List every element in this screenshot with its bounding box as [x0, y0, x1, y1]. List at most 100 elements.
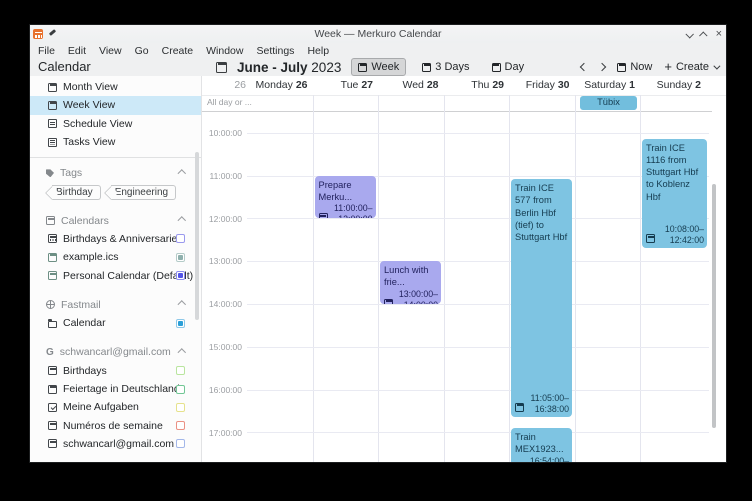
calendar-icon	[48, 421, 57, 431]
hour-grid[interactable]: 10:00:00 11:00:00 12:00:00 13:00:00 14:0…	[202, 111, 726, 462]
task-check-icon	[48, 402, 57, 412]
event-lunch-with-friends[interactable]: Lunch with frie... 13:00:00–14:00:00	[380, 261, 441, 304]
close-button[interactable]: ×	[715, 28, 722, 40]
sidebar-item-schedule-view[interactable]: Schedule View	[30, 115, 201, 133]
calendar-row-example-ics[interactable]: example.ics	[30, 248, 201, 266]
event-train-ice-1116[interactable]: Train ICE 1116 from Stuttgart Hbf to Kob…	[642, 138, 707, 249]
tags-section-header[interactable]: Tags	[30, 164, 201, 182]
calendar-page-icon[interactable]	[216, 61, 227, 73]
week-view-button[interactable]: Week	[351, 58, 407, 76]
calendar-checkbox[interactable]	[176, 384, 185, 394]
calendar-checkbox[interactable]	[176, 318, 185, 328]
event-train-ice-577[interactable]: Train ICE 577 from Berlin Hbf (tief) to …	[511, 179, 572, 417]
sidebar-item-month-view[interactable]: Month View	[30, 78, 201, 96]
previous-week-button[interactable]	[580, 61, 589, 73]
calendar-row-personal-calendar[interactable]: Personal Calendar (Default)	[30, 266, 201, 284]
chevron-up-icon[interactable]	[177, 300, 186, 309]
menu-view[interactable]: View	[99, 44, 122, 57]
calendar-icon	[48, 82, 57, 92]
calendar-checkbox[interactable]	[176, 439, 185, 449]
event-train-mex1923[interactable]: Train MEX1923... 16:54:00–17:53:00	[511, 428, 572, 462]
minimize-button[interactable]	[685, 25, 694, 43]
globe-icon	[46, 300, 55, 310]
chevron-down-icon	[713, 62, 721, 70]
sidebar-scrollbar[interactable]	[195, 152, 199, 320]
menu-go[interactable]: Go	[134, 44, 149, 57]
week-number: 26	[234, 79, 246, 91]
time-label: 11:00:00	[209, 170, 242, 181]
menu-file[interactable]: File	[38, 44, 55, 57]
menu-create[interactable]: Create	[161, 44, 194, 57]
chevron-up-icon[interactable]	[177, 169, 186, 178]
day-header-monday: Monday 26	[255, 79, 308, 91]
calendar-checkbox[interactable]	[176, 271, 185, 281]
google-g-icon: G	[46, 346, 54, 358]
divider	[30, 157, 201, 159]
time-label: 13:00:00	[208, 256, 242, 267]
sidebar-item-tasks-view[interactable]: Tasks View	[30, 133, 201, 151]
menu-window[interactable]: Window	[206, 44, 244, 57]
week-grid: 26 Monday 26 Tue 27 Wed 28 Thu 29 Friday…	[202, 76, 726, 462]
all-day-row: All day or ... Tübix	[202, 95, 712, 112]
calendar-icon	[48, 252, 57, 262]
calendar-checkbox[interactable]	[176, 421, 185, 431]
tag-chip-engineering[interactable]: Engineering	[110, 185, 177, 201]
toolbar: Calendar June - July 2023 Week 3 Days Da…	[30, 58, 726, 77]
sidebar: Month View Week View Schedule View Tasks…	[30, 76, 202, 462]
calendar-row-fastmail-calendar[interactable]: Calendar	[30, 314, 201, 332]
fastmail-section-header[interactable]: Fastmail	[30, 296, 201, 314]
chevron-up-icon[interactable]	[177, 216, 186, 225]
now-calendar-icon	[617, 62, 627, 72]
time-label: 17:00:00	[208, 427, 242, 438]
calendar-row-numeros-de-semaine[interactable]: Numéros de semaine	[30, 416, 201, 434]
event-tubix[interactable]: Tübix	[580, 96, 637, 110]
birthday-calendar-icon	[48, 234, 57, 244]
chevron-up-icon[interactable]	[177, 348, 186, 357]
tag-chip-birthday[interactable]: Birthday	[52, 185, 101, 201]
calendar-checkbox[interactable]	[176, 366, 185, 376]
app-icon	[33, 29, 43, 39]
calendar-icon	[46, 216, 55, 226]
calendar-row-gmail-account[interactable]: schwancarl@gmail.com	[30, 435, 201, 453]
day-header-thursday: Thu 29	[471, 79, 504, 91]
day-header-sunday: Sunday 2	[656, 79, 701, 91]
event-prepare-merkuro[interactable]: Prepare Merku... 11:00:00–12:00:00	[314, 175, 376, 219]
create-button[interactable]: + Create	[664, 59, 721, 74]
date-range: June - July 2023	[237, 59, 342, 75]
calendar-icon	[48, 366, 57, 376]
calendar-row-gmail-birthdays[interactable]: Birthdays	[30, 362, 201, 380]
gmail-section-header[interactable]: G schwancarl@gmail.com	[30, 343, 201, 361]
window-title: Week — Merkuro Calendar	[314, 28, 442, 40]
now-button[interactable]: Now	[617, 61, 652, 73]
three-days-icon	[422, 62, 432, 72]
tag-icon	[46, 169, 54, 178]
titlebar[interactable]: Week — Merkuro Calendar ×	[30, 25, 726, 44]
calendar-checkbox[interactable]	[176, 402, 185, 412]
calendar-checkbox[interactable]	[176, 234, 185, 244]
all-day-label: All day or ...	[207, 97, 252, 107]
day-header-tuesday: Tue 27	[340, 79, 373, 91]
day-header-friday: Friday 30	[525, 79, 570, 91]
vertical-scrollbar[interactable]	[711, 184, 716, 428]
maximize-button[interactable]	[698, 25, 708, 43]
sidebar-title: Calendar	[38, 59, 91, 74]
calendar-row-birthdays-anniversaries[interactable]: Birthdays & Anniversaries	[30, 230, 201, 248]
next-week-button[interactable]	[598, 61, 607, 73]
merkuro-window: Week — Merkuro Calendar × File Edit View…	[29, 24, 727, 463]
plus-icon: +	[664, 59, 672, 74]
calendar-icon	[48, 100, 57, 110]
three-days-view-button[interactable]: 3 Days	[416, 59, 475, 75]
calendar-row-feiertage[interactable]: Feiertage in Deutschland	[30, 380, 201, 398]
menu-help[interactable]: Help	[307, 44, 330, 57]
menu-settings[interactable]: Settings	[256, 44, 295, 57]
menu-edit[interactable]: Edit	[67, 44, 87, 57]
calendars-section-header[interactable]: Calendars	[30, 211, 201, 229]
list-icon	[48, 119, 57, 129]
week-icon	[358, 62, 368, 72]
calendar-checkbox[interactable]	[176, 252, 185, 262]
calendar-icon	[48, 384, 57, 394]
calendar-row-meine-aufgaben[interactable]: Meine Aufgaben	[30, 398, 201, 416]
day-view-button[interactable]: Day	[486, 59, 531, 75]
time-label: 16:00:00	[208, 384, 242, 395]
sidebar-item-week-view[interactable]: Week View	[30, 96, 201, 115]
